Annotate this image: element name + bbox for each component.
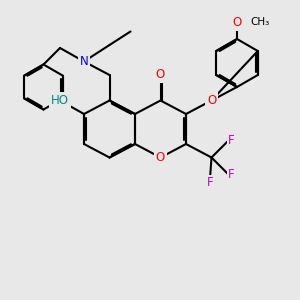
- Text: F: F: [228, 134, 235, 148]
- Text: O: O: [156, 68, 165, 82]
- Text: O: O: [232, 16, 242, 29]
- Text: O: O: [207, 94, 216, 107]
- Text: HO: HO: [51, 94, 69, 107]
- Text: F: F: [207, 176, 213, 190]
- Text: CH₃: CH₃: [250, 17, 270, 28]
- Text: N: N: [80, 55, 88, 68]
- Text: O: O: [156, 151, 165, 164]
- Text: F: F: [228, 167, 235, 181]
